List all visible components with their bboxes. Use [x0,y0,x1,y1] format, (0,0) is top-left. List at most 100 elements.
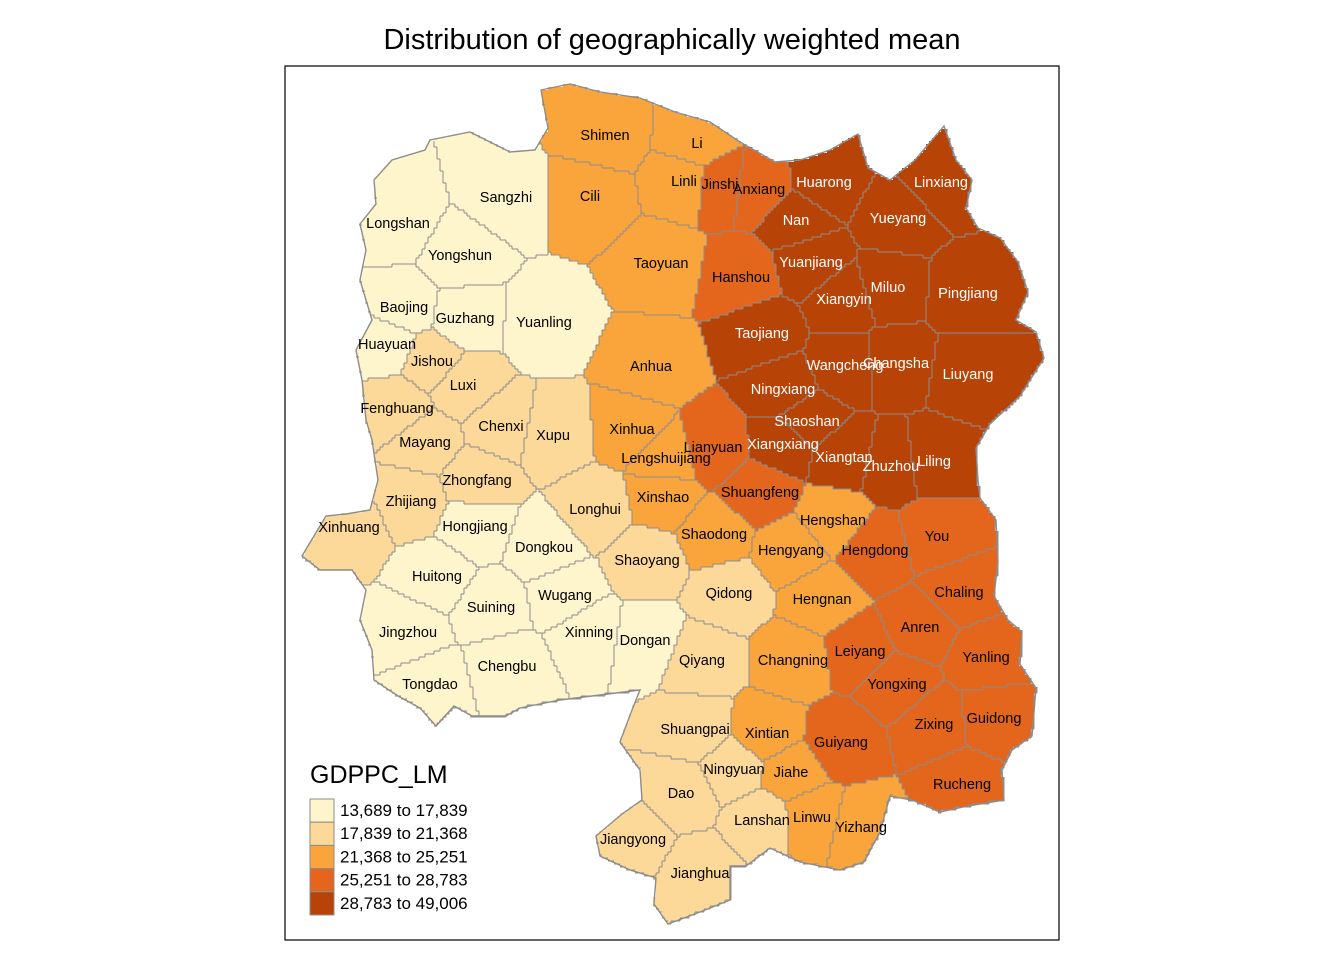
county-region-miluo[interactable] [857,249,932,327]
county-region-dao[interactable] [626,750,722,837]
county-region-xinhua[interactable] [590,384,680,471]
county-region-shaodong[interactable] [674,492,755,570]
county-region-zixing[interactable] [887,681,968,774]
county-label-guidong: Guidong [967,711,1022,727]
county-region-yongxing[interactable] [851,651,944,726]
map-frame [284,65,1060,941]
county-region-qiyang[interactable] [659,615,749,699]
county-region-shaoyang[interactable] [596,525,689,600]
county-region-jianghua[interactable] [653,828,746,924]
county-region-hengyang[interactable] [749,513,830,591]
county-region-yizhang[interactable] [827,774,908,870]
county-region-liuyang[interactable] [926,333,1043,429]
county-region-chaling[interactable] [911,546,1001,630]
legend-swatch [309,891,335,916]
county-label-linxiang: Linxiang [914,175,968,191]
county-region-longhui[interactable] [539,462,632,558]
county-region-li[interactable] [650,105,743,165]
county-region-yanling[interactable] [941,612,1031,690]
county-region-guiyang[interactable] [803,693,896,786]
county-region-xiangxiang[interactable] [746,417,812,483]
county-label-suining: Suining [467,600,515,616]
county-region-changsha[interactable] [869,321,938,414]
county-polygons [301,83,1045,925]
county-region-anhua[interactable] [584,312,716,408]
county-region-anxiang[interactable] [734,147,791,234]
county-region-lengshuijiang[interactable] [623,411,695,480]
county-label-shuangpai: Shuangpai [660,722,729,738]
county-region-changning[interactable] [749,615,833,705]
county-region-hengdong[interactable] [836,507,914,600]
county-region-jingzhou[interactable] [359,582,458,675]
county-label-wugang: Wugang [538,588,592,604]
county-label-dao: Dao [668,786,695,802]
county-region-wugang[interactable] [524,555,614,633]
county-region-shimen[interactable] [539,84,653,174]
county-region-xupu[interactable] [521,375,596,489]
county-region-xinhuang[interactable] [302,501,395,585]
county-region-shuangpai[interactable] [620,690,734,762]
county-label-liling: Liling [917,454,951,470]
county-region-linxiang[interactable] [896,129,980,237]
county-region-xintian[interactable] [731,687,809,762]
county-region-zhongfang[interactable] [440,444,536,504]
county-region-lianyuan[interactable] [680,384,749,492]
county-label-you: You [925,529,949,545]
county-region-hengnan[interactable] [773,561,875,636]
county-region-jinshi[interactable] [698,144,746,234]
county-region-xinning[interactable] [542,594,623,699]
county-label-guiyang: Guiyang [814,735,868,751]
county-region-hongjiang[interactable] [434,501,521,567]
county-region-huayuan[interactable] [356,315,416,381]
county-region-mayang[interactable] [374,408,464,477]
county-region-chenxi[interactable] [461,375,536,465]
county-region-lanshan[interactable] [713,789,791,864]
county-region-dongkou[interactable] [500,489,590,582]
county-region-fenghuang[interactable] [362,375,434,453]
county-label-fenghuang: Fenghuang [360,401,433,417]
county-region-linli[interactable] [635,150,704,228]
county-label-longhui: Longhui [569,502,621,518]
county-region-tongdao[interactable] [374,645,479,726]
county-region-ningyuan[interactable] [698,735,764,807]
county-region-you[interactable] [899,498,998,576]
county-label-baojing: Baojing [380,300,428,316]
county-region-guidong[interactable] [962,684,1037,762]
county-label-jiahe: Jiahe [774,765,809,781]
county-region-baojing[interactable] [359,264,440,333]
county-label-liuyang: Liuyang [943,367,994,383]
county-region-ningxiang[interactable] [716,351,818,417]
county-region-dongan[interactable] [608,600,686,702]
county-region-huitong[interactable] [374,537,479,615]
county-region-hengshan[interactable] [794,483,875,561]
county-region-yuanjiang[interactable] [773,228,860,303]
county-region-yuanling[interactable] [503,252,614,378]
county-region-taojiang[interactable] [698,294,809,381]
county-region-sangzhi[interactable] [434,132,548,258]
county-region-chengbu[interactable] [461,630,569,717]
county-region-zhuzhou[interactable] [860,414,917,510]
county-region-wangcheng[interactable] [803,333,872,411]
county-region-liling[interactable] [905,408,986,498]
county-region-xiangtan[interactable] [806,411,878,492]
county-label-yanling: Yanling [962,650,1009,666]
county-region-hanshou[interactable] [692,231,782,324]
county-region-zhijiang[interactable] [374,462,449,546]
county-label-dongan: Dongan [620,633,671,649]
county-label-taojiang: Taojiang [735,326,789,342]
county-region-jishou[interactable] [401,327,464,393]
county-region-qidong[interactable] [677,558,776,639]
county-label-dongkou: Dongkou [515,540,573,556]
county-region-pingjiang[interactable] [926,231,1034,333]
county-region-yongshun[interactable] [416,204,527,288]
county-region-yueyang[interactable] [848,174,953,258]
county-region-leiyang[interactable] [824,603,896,696]
county-label-cili: Cili [580,189,600,205]
county-region-anren[interactable] [875,582,959,666]
county-label-leiyang: Leiyang [835,644,886,660]
county-region-guzhang[interactable] [431,282,506,354]
county-region-rucheng[interactable] [896,747,1004,813]
county-label-hengnan: Hengnan [793,592,852,608]
county-region-huarong[interactable] [788,135,875,225]
county-region-xiangyin[interactable] [797,258,875,333]
